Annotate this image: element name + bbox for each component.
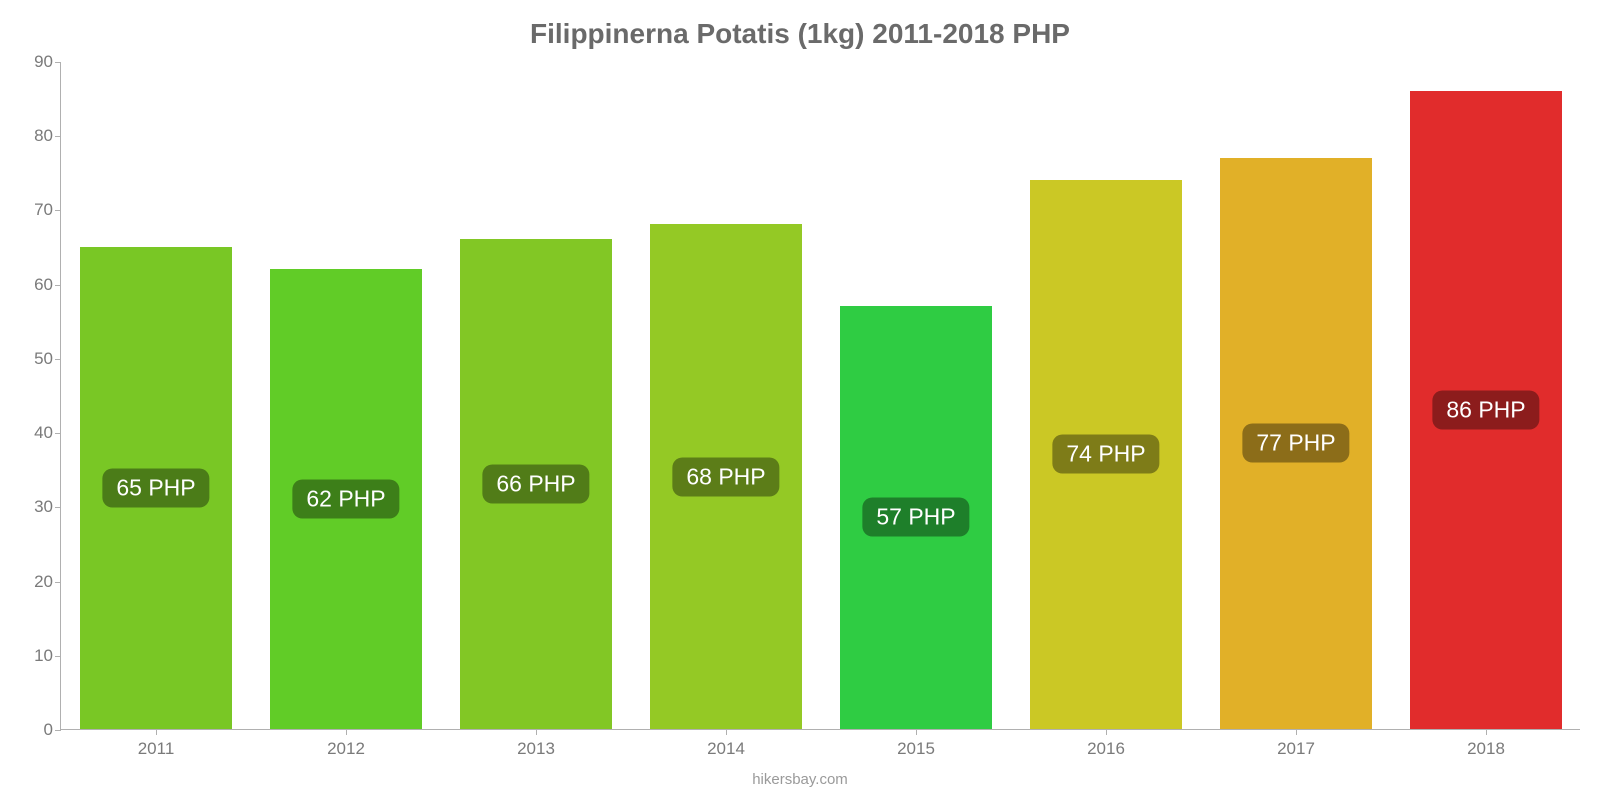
y-tick-label: 10 — [11, 646, 53, 666]
y-tick-mark — [55, 285, 61, 286]
bar-chart: Filippinerna Potatis (1kg) 2011-2018 PHP… — [0, 0, 1600, 800]
y-tick-label: 70 — [11, 200, 53, 220]
y-tick-label: 50 — [11, 349, 53, 369]
x-tick-mark — [1106, 729, 1107, 735]
bar: 77 PHP — [1220, 158, 1372, 730]
chart-footer: hikersbay.com — [0, 771, 1600, 788]
x-tick-label: 2013 — [517, 739, 555, 759]
bar: 68 PHP — [650, 224, 802, 729]
y-tick-mark — [55, 136, 61, 137]
y-tick-mark — [55, 359, 61, 360]
y-tick-label: 80 — [11, 126, 53, 146]
x-tick-label: 2016 — [1087, 739, 1125, 759]
y-tick-mark — [55, 582, 61, 583]
y-tick-label: 90 — [11, 52, 53, 72]
y-tick-label: 0 — [11, 720, 53, 740]
y-tick-mark — [55, 730, 61, 731]
bar: 62 PHP — [270, 269, 422, 729]
bar-value-label: 74 PHP — [1052, 435, 1159, 474]
plot-inner: 010203040506070809065 PHP201162 PHP20126… — [60, 62, 1580, 730]
plot-area: 010203040506070809065 PHP201162 PHP20126… — [60, 62, 1580, 730]
bar-value-label: 86 PHP — [1432, 390, 1539, 429]
x-tick-label: 2012 — [327, 739, 365, 759]
x-tick-mark — [1486, 729, 1487, 735]
y-tick-mark — [55, 62, 61, 63]
x-tick-label: 2015 — [897, 739, 935, 759]
bar: 86 PHP — [1410, 91, 1562, 729]
x-tick-label: 2014 — [707, 739, 745, 759]
chart-title: Filippinerna Potatis (1kg) 2011-2018 PHP — [0, 0, 1600, 58]
bar-value-label: 62 PHP — [292, 479, 399, 518]
x-tick-mark — [1296, 729, 1297, 735]
x-tick-label: 2018 — [1467, 739, 1505, 759]
bar-value-label: 57 PHP — [862, 498, 969, 537]
x-tick-mark — [156, 729, 157, 735]
bar: 65 PHP — [80, 247, 232, 729]
y-tick-label: 40 — [11, 423, 53, 443]
bar: 57 PHP — [840, 306, 992, 729]
y-tick-mark — [55, 433, 61, 434]
y-tick-label: 20 — [11, 572, 53, 592]
bar-value-label: 68 PHP — [672, 457, 779, 496]
x-tick-mark — [346, 729, 347, 735]
bar-value-label: 66 PHP — [482, 465, 589, 504]
x-tick-mark — [726, 729, 727, 735]
bar: 74 PHP — [1030, 180, 1182, 729]
x-tick-mark — [916, 729, 917, 735]
x-tick-mark — [536, 729, 537, 735]
y-tick-mark — [55, 656, 61, 657]
y-tick-label: 60 — [11, 275, 53, 295]
y-tick-label: 30 — [11, 497, 53, 517]
bar: 66 PHP — [460, 239, 612, 729]
bar-value-label: 65 PHP — [102, 468, 209, 507]
y-tick-mark — [55, 507, 61, 508]
x-tick-label: 2017 — [1277, 739, 1315, 759]
x-tick-label: 2011 — [138, 739, 175, 759]
y-tick-mark — [55, 210, 61, 211]
bar-value-label: 77 PHP — [1242, 424, 1349, 463]
